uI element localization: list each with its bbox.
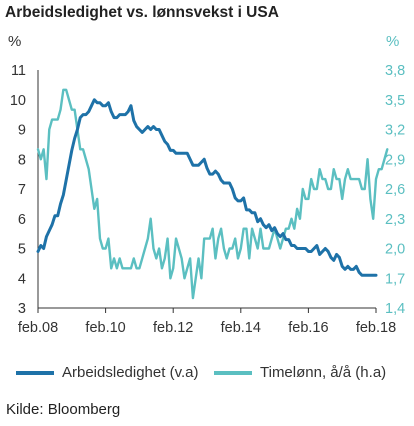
series-line-unemployment [36, 98, 378, 277]
left-tick-label: 5 [18, 242, 26, 258]
legend-item-wages: Timelønn, å/å (h.a) [214, 364, 386, 381]
legend-swatch-unemployment [16, 370, 54, 375]
x-tick-label: feb.08 [18, 320, 58, 336]
right-tick-label: 2,0 [385, 242, 405, 258]
series-line-wages [36, 88, 389, 300]
left-tick-label: 3 [18, 301, 26, 317]
left-axis-unit: % [8, 33, 22, 50]
left-tick-label: 7 [18, 182, 26, 198]
left-tick-label: 9 [18, 123, 26, 139]
x-tick-label: feb.12 [153, 320, 193, 336]
chart-title: Arbeidsledighet vs. lønnsvekst i USA [5, 4, 279, 21]
series-layer [36, 88, 389, 300]
right-tick-label: 2,3 [385, 212, 405, 228]
left-tick-label: 6 [18, 212, 26, 228]
x-tick-label: feb.16 [288, 320, 328, 336]
left-tick-label: 4 [18, 271, 26, 287]
x-tick-label: feb.10 [85, 320, 125, 336]
right-tick-label: 2,6 [385, 182, 405, 198]
right-tick-label: 3,2 [385, 123, 405, 139]
legend-item-unemployment: Arbeidsledighet (v.a) [16, 364, 198, 381]
right-tick-label: 1,7 [385, 271, 405, 287]
left-tick-label: 11 [11, 63, 26, 79]
legend-label-wages: Timelønn, å/å (h.a) [260, 364, 387, 381]
x-tick-label: feb.18 [356, 320, 396, 336]
x-tick-label: feb.14 [221, 320, 261, 336]
right-tick-label: 1,4 [385, 301, 405, 317]
legend-label-unemployment: Arbeidsledighet (v.a) [62, 364, 199, 381]
source-note: Kilde: Bloomberg [6, 401, 121, 418]
right-tick-label: 3,5 [385, 93, 405, 109]
right-axis-unit: % [386, 33, 400, 50]
legend-swatch-wages [214, 370, 252, 375]
right-tick-label: 3,8 [385, 63, 405, 79]
right-tick-label: 2,9 [385, 152, 405, 168]
axes: 3 4 5 6 7 8 9 10 11 1,4 1,7 2,0 2,3 2,6 2,9 3,2 3,5 3,8 fe… [10, 63, 405, 336]
left-tick-label: 8 [18, 152, 26, 168]
left-tick-label: 10 [10, 93, 26, 109]
